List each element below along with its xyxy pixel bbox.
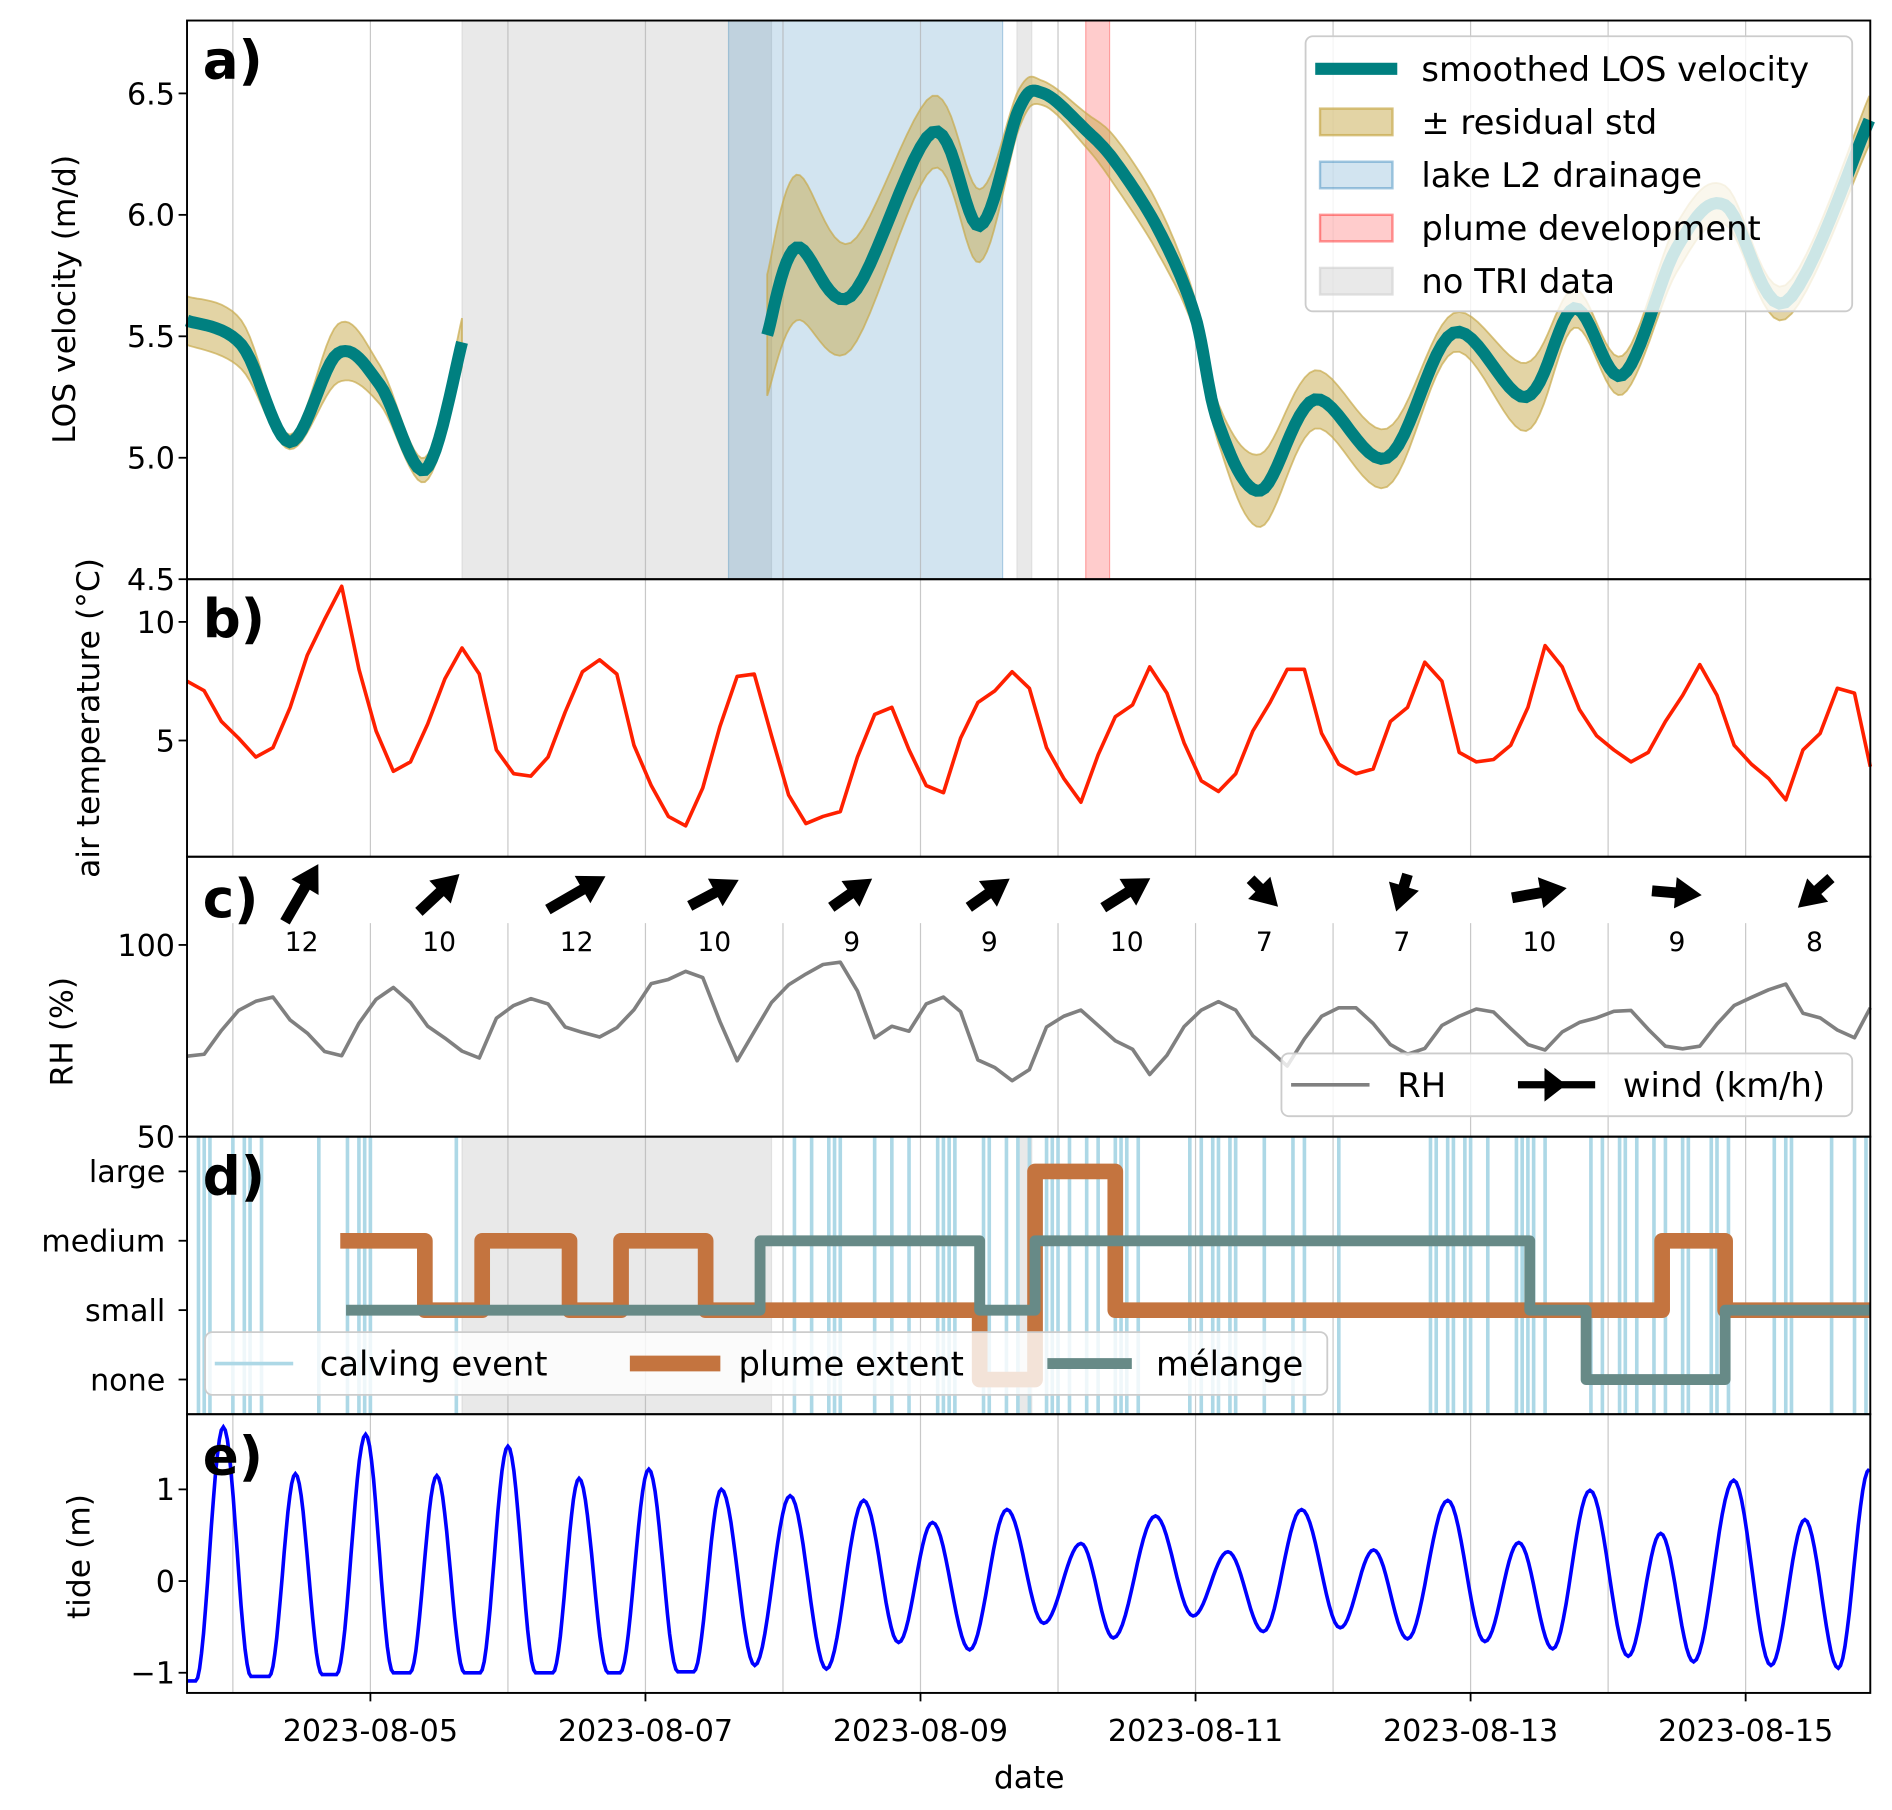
panel-b-frame [186,578,1872,858]
y-tick-label: 5 [156,724,175,759]
wind-speed-label: 10 [1110,927,1144,958]
wind-arrow-icon [415,873,460,916]
legend-label: mélange [1156,1345,1303,1384]
wind-arrow-icon [965,878,1010,912]
span-plume-development [1085,19,1111,580]
legend-label: ± residual std [1421,103,1657,142]
x-axis-label: date [994,1760,1065,1796]
y-tick-label: 4.5 [127,563,175,598]
legend-label: lake L2 drainage [1421,156,1702,195]
span-no-tri-data [461,19,773,580]
wind-speed-label: 10 [1522,927,1556,958]
y-tick-label: medium [41,1225,165,1260]
y-axis-label: LOS velocity (m/d) [47,155,83,444]
legend-band-swatch [1318,107,1394,137]
panel-label: d) [203,1146,265,1208]
legend-lake-swatch [1318,160,1394,190]
panel-label: c) [203,868,259,930]
plume-extent-line [340,1163,1871,1388]
wind-speed-label: 9 [843,927,860,958]
wind-arrow-icon [1246,875,1279,907]
y-tick-label: large [89,1155,165,1190]
legend-plume-swatch [1318,213,1394,243]
legend-label: no TRI data [1421,262,1615,301]
legend-label: RH [1397,1066,1446,1105]
x-tick-label: 2023-08-05 [283,1714,458,1749]
y-tick-label: 10 [137,606,175,641]
wind-arrow-icon [1388,872,1419,912]
y-tick-label: 6.0 [127,199,175,234]
y-axis-label: air temperature (°C) [71,558,107,878]
wind-arrow-icon [545,875,606,915]
wind-arrow-icon [687,878,739,911]
legend-notri-swatch [1318,266,1394,296]
wind-speed-label: 7 [1393,927,1410,958]
legend-label: wind (km/h) [1623,1066,1825,1105]
legend-panel-d [204,1331,1329,1396]
legend-panel-a [1304,35,1854,313]
wind-speed-label: 9 [981,927,998,958]
y-tick-label: 5.0 [127,442,175,477]
y-tick-label: −1 [130,1657,174,1692]
panel-label: a) [203,29,263,91]
wind-arrow-icon [828,878,873,912]
legend-label: smoothed LOS velocity [1421,50,1809,89]
wind-arrow-icon [1797,873,1835,908]
y-tick-label: small [85,1294,165,1329]
x-tick-label: 2023-08-07 [558,1714,733,1749]
y-tick-label: none [90,1363,165,1398]
wind-speed-label: 10 [422,927,456,958]
panel-e-frame [186,1413,1872,1694]
wind-speed-label: 9 [1668,927,1685,958]
legend-layer: smoothed LOS velocity ± residual std lake … [204,35,1854,1396]
y-tick-label: 50 [137,1121,175,1156]
air-temperature-line [186,584,1873,828]
y-tick-label: 0 [156,1565,175,1600]
legend-label: plume extent [738,1345,963,1384]
panel-label: b) [203,588,265,650]
wind-speed-label: 12 [560,927,594,958]
wind-arrow-icon [280,864,319,925]
y-tick-label: 5.5 [127,320,175,355]
x-tick-label: 2023-08-13 [1383,1714,1558,1749]
legend-label: plume development [1421,209,1760,248]
x-tick-label: 2023-08-09 [833,1714,1008,1749]
y-tick-label: 1 [156,1473,175,1508]
tide-line [187,1423,1871,1683]
smoothed-los-velocity-line [184,314,468,477]
wind-speed-label: 12 [285,927,319,958]
smoothed-los-velocity-line [761,84,1875,497]
x-tick-label: 2023-08-11 [1108,1714,1283,1749]
wind-arrow-icon [1511,877,1567,909]
relative-humidity-line [186,960,1872,1083]
y-axis-label: tide (m) [61,1494,97,1619]
wind-speed-label: 10 [697,927,731,958]
wind-arrow-icon [1651,877,1702,909]
y-tick-label: 6.5 [127,77,175,112]
legend-label: calving event [320,1345,548,1384]
panel-label: e) [203,1426,263,1488]
x-tick-label: 2023-08-15 [1658,1714,1833,1749]
y-axis-label: RH (%) [44,977,80,1087]
wind-speed-label: 8 [1806,927,1823,958]
wind-speed-label: 7 [1256,927,1273,958]
legend-wind-arrow-icon [1517,1067,1567,1102]
axes-layer: a) b) c) d) e) 4.5 5.0 5.5 6.0 6.5 5 10 50 100 −1 0 1 non… [41,19,1872,1749]
y-tick-label: 100 [117,929,175,964]
wind-arrow-icon [1100,878,1151,913]
melange-line [346,1235,1871,1385]
